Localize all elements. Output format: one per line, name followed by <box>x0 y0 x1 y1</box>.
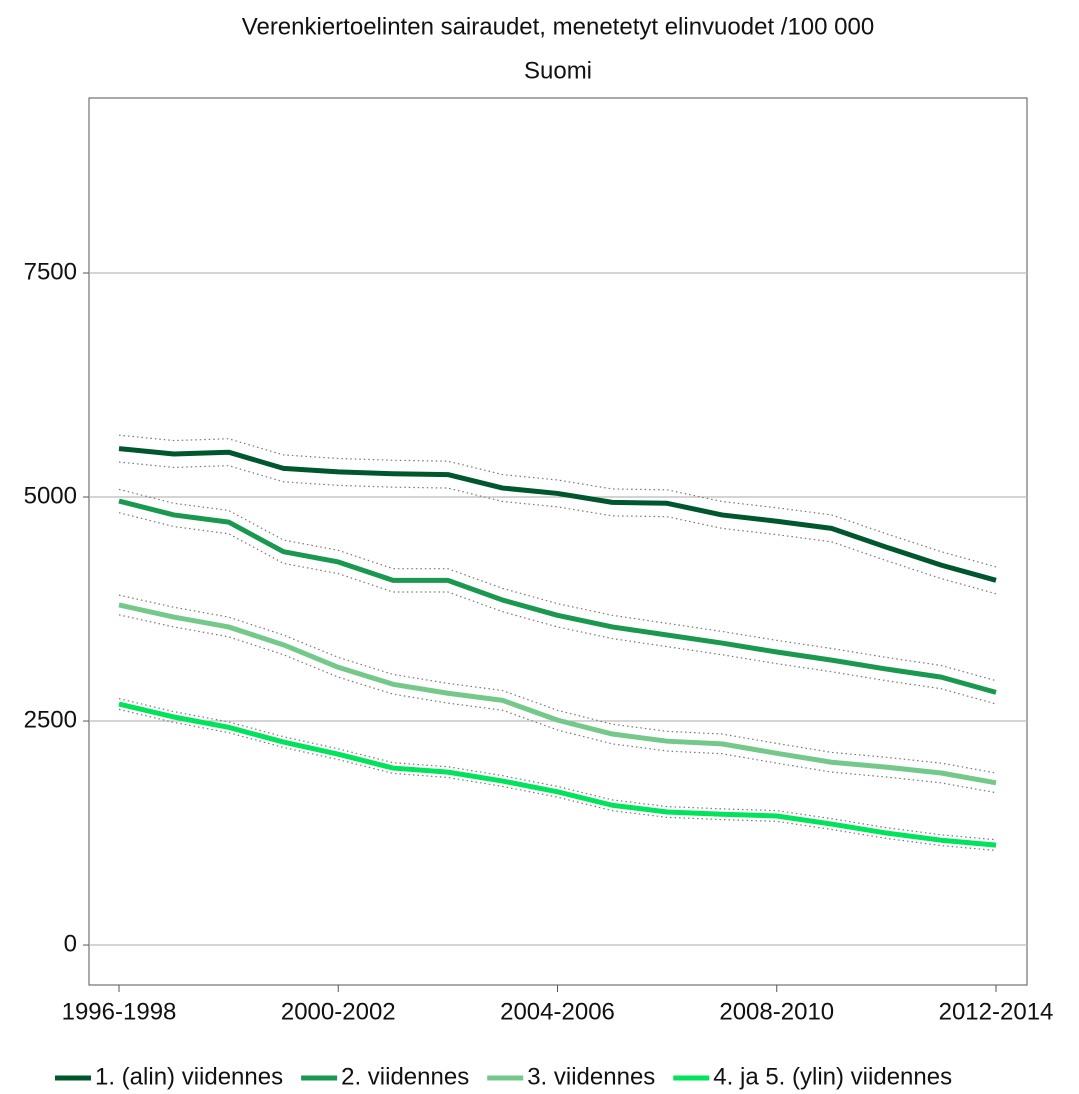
y-tick-label: 5000 <box>24 482 77 509</box>
x-tick-label: 2008-2010 <box>719 998 834 1025</box>
series-line <box>118 498 997 695</box>
y-tick-label: 0 <box>64 930 77 957</box>
ci-line <box>118 614 997 794</box>
y-tick-label: 2500 <box>24 706 77 733</box>
y-tick-label: 7500 <box>24 258 77 285</box>
x-tick-label: 1996-1998 <box>62 998 177 1025</box>
chart-subtitle: Suomi <box>524 57 592 84</box>
series-line <box>118 446 997 583</box>
legend-label: 1. (alin) viidennes <box>95 1063 283 1090</box>
x-tick-label: 2012-2014 <box>939 998 1054 1025</box>
ci-line <box>118 434 997 568</box>
series-line <box>118 701 997 848</box>
ci-line <box>118 708 997 852</box>
ci-line <box>118 488 997 682</box>
ci-line <box>118 461 997 595</box>
x-tick-label: 2000-2002 <box>281 998 396 1025</box>
chart-title: Verenkiertoelinten sairaudet, menetetyt … <box>242 13 874 40</box>
legend-label: 3. viidennes <box>527 1063 655 1090</box>
legend-label: 4. ja 5. (ylin) viidennes <box>713 1063 952 1090</box>
ci-line <box>118 698 997 841</box>
x-tick-label: 2004-2006 <box>500 998 615 1025</box>
ci-line <box>118 594 997 774</box>
series-line <box>118 602 997 786</box>
legend-label: 2. viidennes <box>341 1063 469 1090</box>
plot-frame <box>88 97 1028 986</box>
ci-line <box>118 512 997 705</box>
